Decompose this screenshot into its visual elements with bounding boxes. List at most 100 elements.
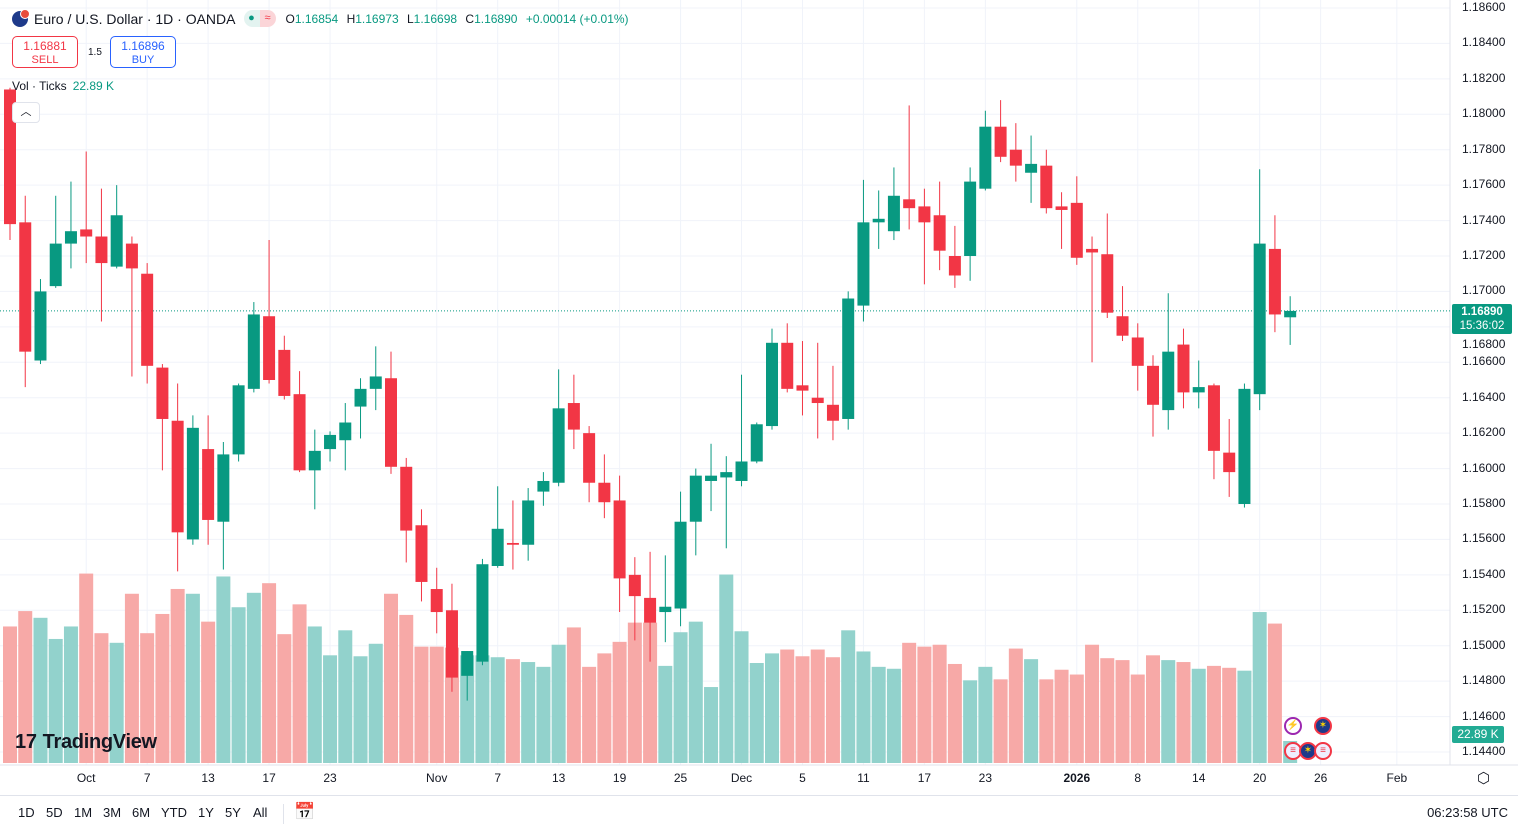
candle-body [1238, 388, 1251, 504]
volume-bar [1085, 644, 1100, 763]
candle-body [1116, 316, 1129, 336]
volume-bar [673, 632, 688, 763]
price-tick-label: 1.14800 [1462, 673, 1506, 688]
volume-bar [155, 613, 170, 763]
range-1d-button[interactable]: 1D [18, 805, 35, 820]
candle-body [1192, 387, 1205, 393]
range-5y-button[interactable]: 5Y [225, 805, 241, 820]
volume-bar [1039, 679, 1054, 763]
volume-bar [399, 614, 414, 763]
volume-bar [18, 611, 33, 763]
candle-body [171, 420, 184, 533]
candle-body [1268, 248, 1281, 315]
volume-bar [1252, 612, 1267, 763]
time-tick-label: 7 [494, 771, 502, 785]
candle-body [491, 528, 504, 566]
volume-legend[interactable]: Vol · Ticks 22.89 K [12, 79, 114, 93]
price-tick-label: 1.18600 [1462, 0, 1506, 14]
candle-body [1177, 344, 1190, 393]
range-1y-button[interactable]: 1Y [198, 805, 214, 820]
range-5d-button[interactable]: 5D [46, 805, 63, 820]
price-tick-label: 1.17200 [1462, 248, 1506, 262]
range-ytd-button[interactable]: YTD [161, 805, 187, 820]
volume-bar [1267, 623, 1282, 763]
range-3m-button[interactable]: 3M [103, 805, 122, 820]
high-value: 1.16973 [355, 11, 399, 26]
volume-bar [902, 642, 917, 763]
candle-body [19, 222, 32, 352]
eu-event-flag-icon[interactable]: ✶ [1314, 717, 1332, 735]
candle-body [278, 349, 291, 396]
volume-bar [1206, 665, 1221, 763]
candle-body [415, 525, 428, 582]
range-all-button[interactable]: All [253, 805, 268, 820]
volume-bar [1146, 655, 1160, 763]
time-tick-label: 13 [201, 771, 215, 785]
us-event-flag-icon[interactable]: ≡ [1314, 742, 1332, 760]
candle-body [994, 126, 1007, 157]
time-tick-label: 23 [323, 771, 337, 785]
candle-body [979, 126, 992, 189]
candle-body [735, 461, 748, 481]
volume-bar [262, 583, 277, 763]
volume-bar [94, 633, 109, 763]
chart-settings-icon[interactable]: ⬡ [1477, 770, 1491, 787]
volume-bar [1176, 662, 1191, 763]
market-status-pill[interactable]: ● ≈ [243, 10, 276, 27]
volume-bar [551, 644, 566, 763]
volume-bar [810, 649, 825, 763]
volume-bar [871, 666, 886, 763]
volume-legend-label: Vol · Ticks [12, 79, 67, 93]
tradingview-logo[interactable]: 17 TradingView [15, 731, 157, 754]
candle-body [80, 229, 93, 237]
buy-label: BUY [131, 54, 155, 66]
volume-bar [719, 574, 734, 763]
time-tick-label: 13 [551, 771, 566, 785]
candle-body [1101, 254, 1114, 313]
volume-bar [597, 653, 612, 763]
volume-bar [795, 656, 810, 763]
range-1m-button[interactable]: 1M [74, 805, 93, 820]
time-tick-label: 25 [673, 771, 688, 785]
candle-body [125, 243, 138, 269]
lightning-event-icon[interactable]: ⚡ [1284, 717, 1302, 735]
price-tick-label: 1.17000 [1462, 283, 1506, 298]
candle-body [263, 316, 276, 380]
candle-body [887, 195, 900, 232]
chevron-up-icon: ︿ [20, 106, 32, 118]
candle-body [583, 433, 596, 483]
candle-body [385, 378, 397, 467]
volume-bar [749, 663, 764, 763]
calendar-goto-date-icon[interactable]: 📅 [294, 802, 316, 821]
volume-bar [216, 576, 231, 763]
sell-button[interactable]: 1.16881 SELL [12, 36, 78, 68]
volume-bar [277, 634, 292, 763]
candle-body [750, 424, 763, 462]
volume-bar [1100, 658, 1115, 763]
volume-bar [505, 659, 520, 763]
collapse-legend-button[interactable]: ︿ [12, 102, 40, 123]
volume-bar [63, 626, 78, 763]
candle-body [293, 394, 306, 471]
buy-button[interactable]: 1.16896 BUY [110, 36, 176, 68]
volume-bar [490, 657, 505, 763]
candle-body [445, 610, 458, 678]
volume-bar [1130, 674, 1145, 763]
time-tick-label: 14 [1192, 771, 1206, 785]
clock-time[interactable]: 06:23:58 UTC [1427, 805, 1508, 820]
range-6m-button[interactable]: 6M [132, 805, 151, 820]
bar-countdown: 15:36:02 [1459, 320, 1505, 332]
candle-body [537, 480, 550, 492]
price-tick-label: 1.16600 [1462, 354, 1506, 369]
volume-bar [566, 627, 581, 763]
symbol-title[interactable]: Euro / U.S. Dollar · 1D · OANDA [34, 10, 236, 27]
volume-bar [109, 642, 124, 763]
close-value: 1.16890 [474, 11, 518, 26]
price-chart[interactable] [0, 0, 1518, 795]
volume-bar [780, 649, 795, 763]
volume-bar [1191, 668, 1206, 763]
volume-bar [1161, 660, 1176, 763]
volume-bar [79, 573, 94, 763]
time-tick-label: 8 [1134, 771, 1142, 785]
price-tick-label: 1.16400 [1462, 389, 1506, 404]
